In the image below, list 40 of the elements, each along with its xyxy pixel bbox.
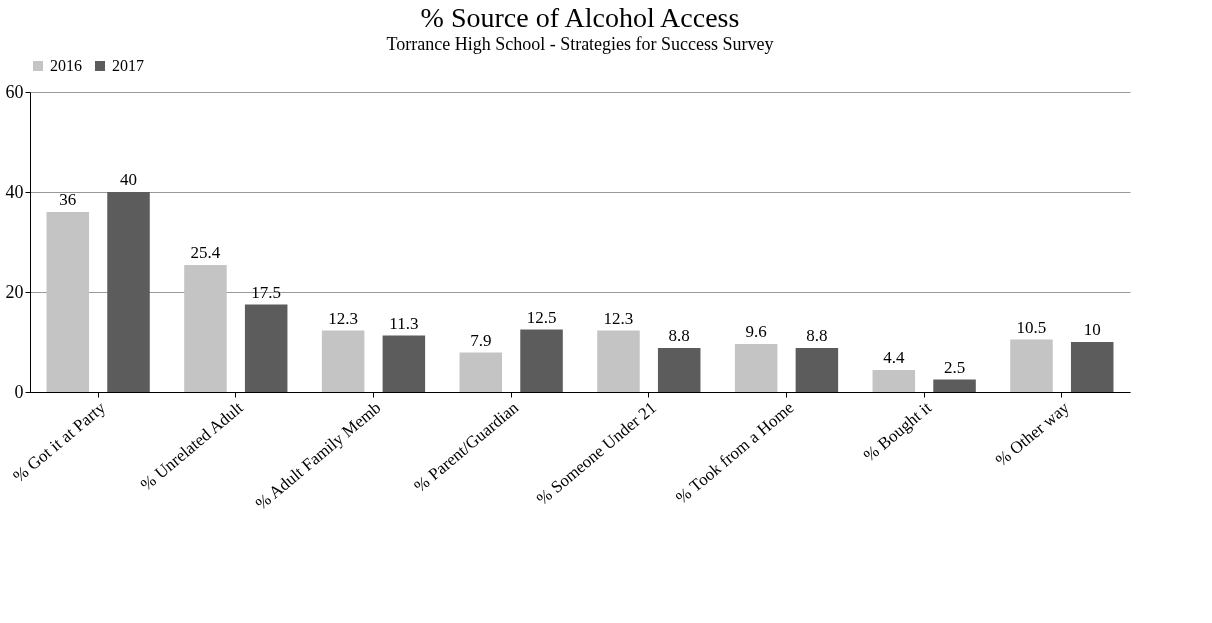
data-label: 10.5 [1016, 317, 1047, 337]
bar [933, 379, 976, 392]
bar [597, 330, 640, 392]
y-tick-label: 60 [5, 81, 24, 102]
bar [1010, 339, 1053, 392]
bar [795, 348, 839, 392]
data-label: 11.3 [389, 313, 419, 333]
data-label: 12.5 [526, 307, 557, 327]
bar [459, 352, 503, 392]
data-label: 40 [120, 170, 138, 189]
data-label: 12.3 [603, 308, 634, 328]
data-label: 8.8 [668, 326, 690, 345]
bar [107, 192, 150, 392]
legend-label: 2017 [112, 57, 144, 74]
data-label: 10 [1083, 320, 1101, 339]
bar [1070, 342, 1114, 392]
data-label: 36 [59, 190, 77, 209]
bar [872, 370, 916, 392]
bar [734, 344, 778, 392]
y-tick-label: 20 [5, 281, 24, 302]
legend-label: 2016 [50, 57, 82, 74]
data-label: 12.3 [328, 308, 358, 328]
data-label: 17.5 [251, 282, 282, 302]
data-label: 9.6 [745, 322, 767, 341]
data-label: 25.4 [190, 243, 221, 262]
bar [184, 265, 227, 392]
y-tick-label: 40 [5, 181, 24, 202]
data-label: 8.8 [806, 326, 828, 345]
data-label: 2.5 [943, 357, 966, 377]
y-tick-label: 0 [14, 381, 24, 402]
data-label: 4.4 [883, 348, 905, 367]
chart-subtitle: Torrance High School - Strategies for Success Survey [386, 34, 774, 54]
bar [244, 304, 288, 392]
data-label: 7.9 [470, 330, 492, 350]
bar [46, 212, 90, 392]
bar [520, 329, 563, 392]
bar [382, 335, 426, 392]
bar [657, 348, 701, 392]
bar [321, 330, 365, 392]
chart-title: % Source of Alcohol Access [420, 2, 740, 33]
